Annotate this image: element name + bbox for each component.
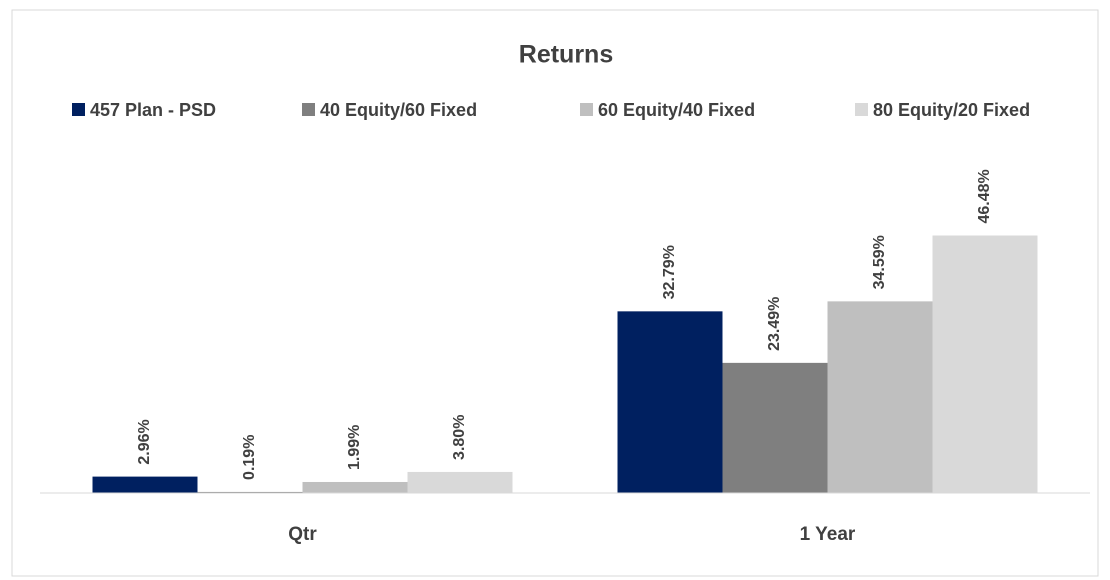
data-label: 46.48% xyxy=(976,169,993,223)
legend-swatch xyxy=(302,103,315,116)
data-label: 34.59% xyxy=(871,235,888,289)
bar xyxy=(827,301,933,493)
bar xyxy=(302,481,408,493)
x-tick-label: 1 Year xyxy=(800,524,856,545)
legend-label: 457 Plan - PSD xyxy=(90,100,216,120)
legend-label: 40 Equity/60 Fixed xyxy=(320,100,477,120)
legend-swatch xyxy=(855,103,868,116)
data-label: 0.19% xyxy=(241,435,258,480)
legend-label: 80 Equity/20 Fixed xyxy=(873,100,1030,120)
data-label: 23.49% xyxy=(766,297,783,351)
x-tick-label: Qtr xyxy=(288,524,317,545)
bar xyxy=(617,311,723,493)
bar xyxy=(92,476,198,493)
legend-swatch xyxy=(580,103,593,116)
bar xyxy=(407,471,513,493)
data-label: 3.80% xyxy=(451,415,468,460)
legend-label: 60 Equity/40 Fixed xyxy=(598,100,755,120)
data-label: 2.96% xyxy=(136,419,153,464)
chart-title: Returns xyxy=(519,41,613,69)
data-label: 32.79% xyxy=(661,245,678,299)
data-label: 1.99% xyxy=(346,425,363,470)
bar xyxy=(722,362,828,493)
bar xyxy=(197,491,303,493)
legend-swatch xyxy=(72,103,85,116)
bar xyxy=(932,235,1038,493)
